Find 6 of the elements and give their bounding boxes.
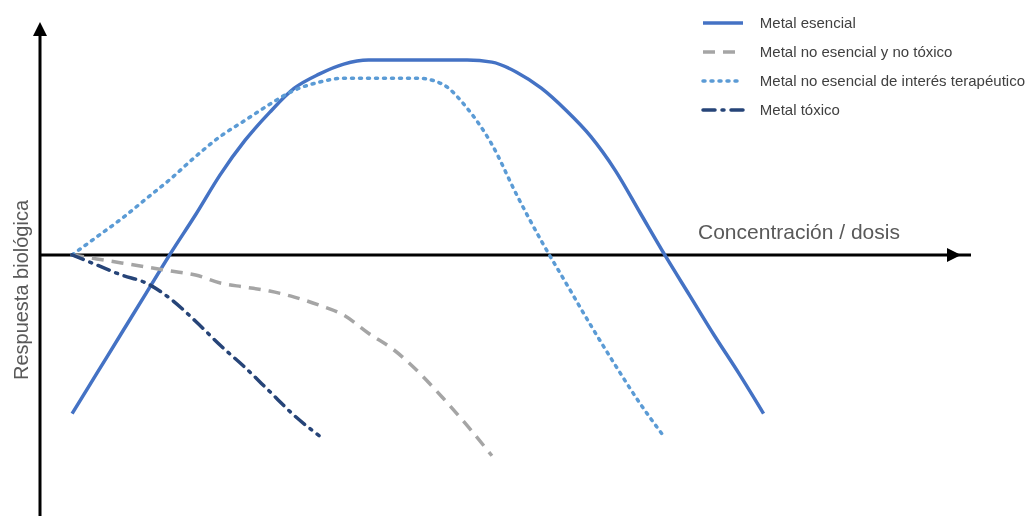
legend-label: Metal no esencial de interés terapéutico [759, 72, 1025, 89]
y-axis-title: Respuesta biológica [9, 199, 33, 381]
legend-label: Metal tóxico [759, 101, 840, 118]
legend-label: Metal no esencial y no tóxico [759, 43, 953, 60]
x-axis-title: Concentración / dosis [698, 220, 900, 244]
legend-label: Metal esencial [759, 14, 856, 31]
